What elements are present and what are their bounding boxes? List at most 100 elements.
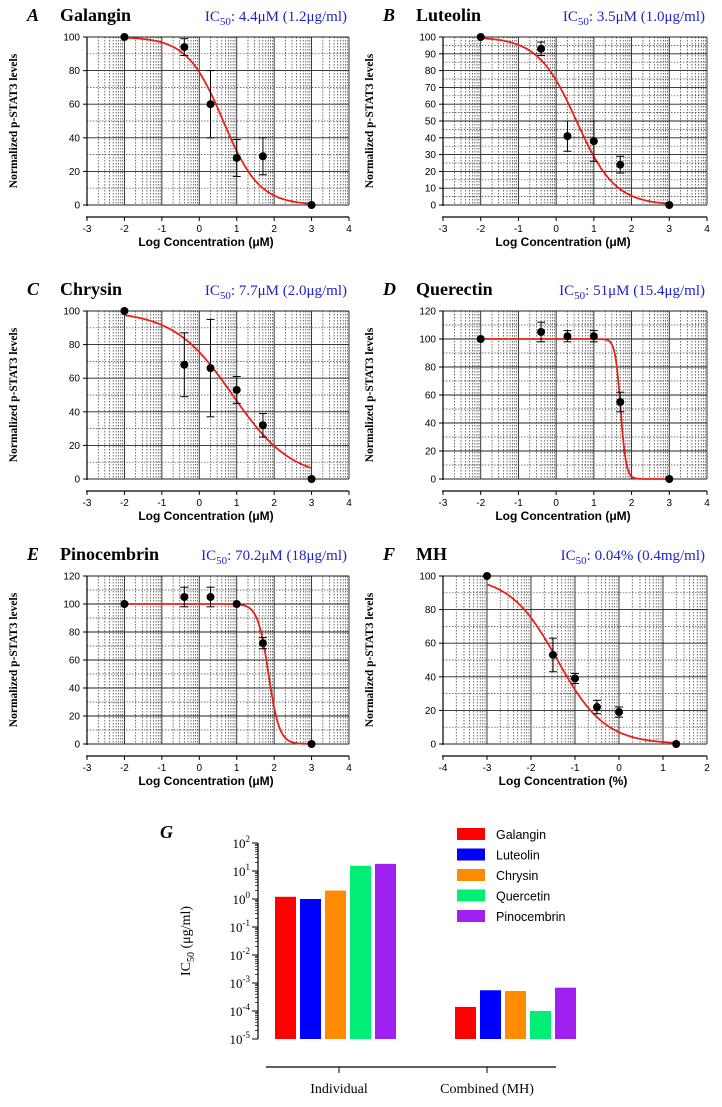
- x-tick-label: 0: [197, 224, 203, 235]
- bar-galangin: [275, 896, 296, 1039]
- bar-chrysin: [325, 890, 346, 1039]
- legend-swatch: [457, 828, 485, 840]
- data-point: [615, 708, 623, 717]
- data-point: [537, 328, 546, 336]
- y-tick-label: 120: [419, 307, 436, 318]
- y-tick-label: 120: [63, 572, 80, 583]
- x-tick-label: -2: [120, 763, 129, 774]
- y-tick-label: 80: [69, 628, 81, 639]
- ic50-label: IC50: 51μM (15.4μg/ml): [559, 283, 705, 302]
- y-tick-exponent: -5: [243, 1030, 251, 1040]
- y-tick-label: 100: [63, 307, 80, 318]
- legend-label: Chrysin: [496, 869, 538, 883]
- ic50-subscript: 50: [578, 16, 590, 28]
- data-point: [537, 44, 546, 53]
- x-tick-label: 4: [704, 498, 710, 509]
- x-tick-label: 2: [271, 498, 277, 509]
- x-axis-label: Log Concentration (%): [499, 774, 628, 788]
- data-point: [483, 572, 491, 580]
- y-tick-label: 0: [430, 475, 436, 486]
- y-tick-label: 80: [69, 340, 81, 351]
- data-point: [206, 593, 215, 601]
- x-tick-label: 3: [309, 763, 315, 774]
- data-point: [258, 421, 267, 430]
- x-axis-label: Log Concentration (μM): [138, 235, 273, 249]
- x-tick-label: 4: [346, 498, 352, 509]
- panel-title: MH: [416, 544, 447, 564]
- legend-swatch: [457, 910, 485, 922]
- y-tick-label: 20: [69, 712, 81, 723]
- y-tick-base: 10: [230, 920, 243, 935]
- y-tick-label: 40: [425, 672, 437, 683]
- y-tick-label: 0: [74, 201, 80, 212]
- x-tick-label: 3: [309, 498, 315, 509]
- legend-swatch: [457, 848, 485, 861]
- data-point: [232, 600, 241, 608]
- y-tick-label: 80: [425, 363, 437, 374]
- y-tick-label: 30: [425, 150, 437, 161]
- data-point: [616, 398, 625, 406]
- x-tick-label: 1: [660, 763, 666, 774]
- data-point: [307, 201, 316, 209]
- panel-title: Querectin: [416, 279, 493, 299]
- x-tick-label: 1: [234, 224, 240, 235]
- bar-luteolin: [300, 899, 321, 1039]
- x-tick-label: -2: [476, 224, 485, 235]
- bar-pinocembrin: [375, 863, 396, 1039]
- x-tick-label: -1: [514, 498, 523, 509]
- data-point: [476, 335, 485, 343]
- y-tick-label: 102: [233, 834, 251, 851]
- y-tick-label: 10-4: [230, 1002, 251, 1019]
- ic50-subscript: 50: [576, 555, 588, 567]
- x-axis-label: Log Concentration (μM): [138, 774, 273, 788]
- y-tick-label: 10-1: [230, 918, 251, 935]
- y-tick-label: 20: [69, 167, 81, 178]
- ic50-prefix: IC: [205, 9, 220, 25]
- legend-label: Quercetin: [496, 890, 550, 904]
- bar-luteolin: [480, 990, 501, 1039]
- panel-letter: E: [26, 544, 39, 564]
- y-tick-label: 20: [425, 706, 437, 717]
- y-tick-label: 100: [419, 572, 436, 583]
- x-tick-label: 4: [704, 224, 710, 235]
- y-tick-label: 40: [425, 419, 437, 430]
- x-tick-label: 0: [553, 224, 559, 235]
- data-point: [120, 600, 129, 608]
- data-point: [307, 475, 316, 483]
- legend-swatch: [457, 889, 485, 902]
- y-tick-label: 10-2: [230, 946, 251, 963]
- data-point: [258, 639, 267, 648]
- x-axis-label: Log Concentration (μM): [138, 509, 273, 523]
- x-tick-label: -2: [527, 763, 536, 774]
- ic50-value: : 4.4μM (1.2μg/ml): [231, 9, 347, 25]
- bar-quercetin: [530, 1011, 551, 1039]
- grid: [86, 310, 350, 480]
- y-axis-label: Normalized p-STAT3 levels: [8, 592, 20, 727]
- fit-curve: [480, 338, 670, 480]
- y-tick-label: 20: [425, 167, 437, 178]
- y-tick-label: 20: [69, 441, 81, 452]
- data-point: [180, 43, 189, 52]
- x-tick-label: 1: [234, 498, 240, 509]
- data-point: [476, 33, 485, 41]
- x-tick-label: 2: [271, 224, 277, 235]
- bar-chrysin: [505, 990, 526, 1039]
- y-tick-label: 40: [69, 133, 81, 144]
- y-label-prefix: IC: [179, 962, 194, 976]
- y-tick-label: 100: [419, 335, 436, 346]
- y-tick-exponent: -3: [243, 974, 251, 984]
- y-tick-exponent: -4: [243, 1002, 251, 1012]
- y-tick-base: 10: [230, 976, 243, 991]
- y-label-suffix: (μg/ml): [179, 906, 194, 952]
- x-tick-label: 2: [704, 763, 710, 774]
- x-tick-label: 0: [553, 498, 559, 509]
- data-point: [672, 740, 681, 748]
- category-label: Combined (MH): [440, 1082, 534, 1097]
- data-point: [232, 153, 241, 162]
- y-tick-label: 60: [425, 391, 437, 402]
